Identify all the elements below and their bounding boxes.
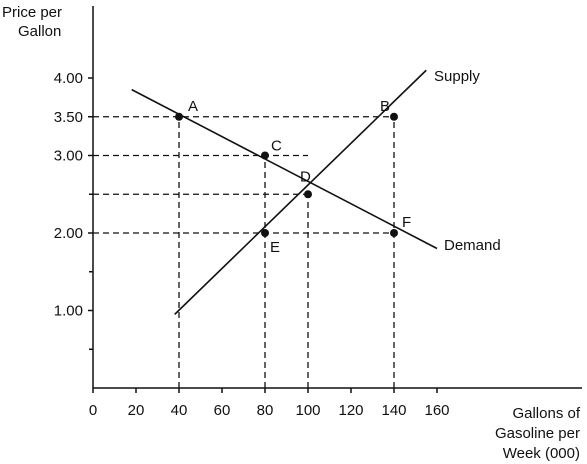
x-tick-label-0: 0: [89, 402, 97, 419]
x-tick-label-140: 140: [381, 402, 406, 419]
x-tick-label-60: 60: [214, 402, 231, 419]
supply-curve: [174, 69, 427, 315]
point-label-a: A: [188, 98, 198, 115]
y-tick-label-1: 1.00: [54, 303, 83, 320]
x-axis-label-line-2: Gasoline per: [495, 425, 580, 442]
axes: [92, 6, 582, 389]
point-label-b: B: [380, 98, 390, 115]
curves: [131, 69, 438, 315]
y-tick-label-4: 4.00: [54, 70, 83, 87]
guide-lines: [93, 116, 395, 388]
y-axis-label-line-1: Price per: [2, 4, 62, 21]
series-label-demand: Demand: [444, 237, 501, 254]
ticks: 0 20 40 60 80 100 120 140 160 1.00 2.00 3.00 3.50 4.0…: [54, 70, 450, 419]
x-tick-label-100: 100: [295, 402, 320, 419]
point-label-d: D: [300, 168, 311, 185]
point-b: [390, 112, 398, 121]
y-tick-label-3: 3.00: [54, 148, 83, 165]
x-tick-label-120: 120: [338, 402, 363, 419]
x-tick-label-160: 160: [424, 402, 449, 419]
x-tick-label-20: 20: [128, 402, 145, 419]
series-label-supply: Supply: [434, 68, 480, 85]
x-tick-label-80: 80: [257, 402, 274, 419]
x-axis-label-line-1: Gallons of: [512, 405, 580, 422]
point-f: [390, 229, 398, 237]
point-label-e: E: [270, 239, 280, 256]
y-tick-label-3.5: 3.50: [54, 109, 83, 126]
x-tick-label-40: 40: [171, 402, 188, 419]
point-e: [261, 229, 269, 237]
y-axis-label-line-2: Gallon: [18, 23, 61, 40]
point-a: [175, 112, 183, 121]
y-tick-label-2: 2.00: [54, 225, 83, 242]
point-d: [304, 190, 312, 199]
x-axis-label-line-3: Week (000): [503, 445, 580, 462]
point-label-c: C: [271, 138, 282, 155]
point-c: [261, 151, 269, 160]
points: A B C D E F: [175, 98, 411, 256]
point-label-f: F: [402, 214, 411, 231]
